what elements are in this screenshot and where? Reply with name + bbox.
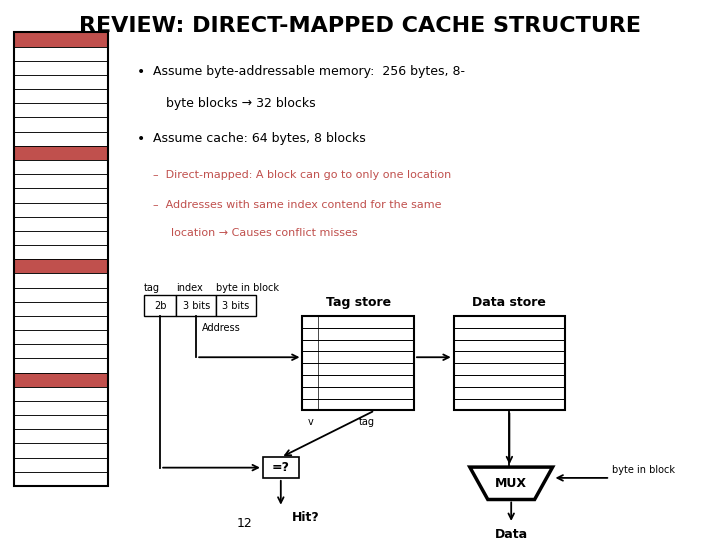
Text: tag: tag: [144, 282, 160, 293]
Bar: [14, 146, 108, 160]
Bar: [454, 328, 565, 340]
Text: 3 bits: 3 bits: [222, 301, 249, 310]
Text: Hit?: Hit?: [292, 511, 320, 524]
Bar: [14, 132, 108, 146]
Bar: [14, 429, 108, 443]
Text: =?: =?: [272, 461, 289, 474]
Bar: [14, 401, 108, 415]
Bar: [14, 259, 108, 273]
Text: MUX: MUX: [495, 477, 527, 490]
Text: REVIEW: DIRECT-MAPPED CACHE STRUCTURE: REVIEW: DIRECT-MAPPED CACHE STRUCTURE: [79, 16, 641, 36]
Bar: [14, 472, 108, 486]
Text: byte in block: byte in block: [216, 282, 279, 293]
Bar: [454, 399, 565, 410]
Text: location → Causes conflict misses: location → Causes conflict misses: [171, 228, 357, 238]
Bar: [263, 457, 299, 478]
Text: tag: tag: [359, 417, 375, 427]
Text: Data: Data: [495, 528, 528, 540]
Bar: [14, 60, 108, 75]
Text: 3 bits: 3 bits: [183, 301, 210, 310]
Bar: [14, 345, 108, 359]
Bar: [302, 363, 414, 375]
Bar: [144, 295, 176, 316]
Text: 2b: 2b: [154, 301, 166, 310]
Text: –  Addresses with same index contend for the same: – Addresses with same index contend for …: [153, 200, 441, 210]
Text: byte in block: byte in block: [612, 465, 675, 475]
Text: 12: 12: [237, 517, 253, 530]
Bar: [14, 117, 108, 132]
Bar: [302, 340, 414, 352]
Polygon shape: [469, 467, 553, 500]
Text: byte blocks → 32 blocks: byte blocks → 32 blocks: [166, 97, 315, 110]
Bar: [14, 387, 108, 401]
Text: Assume byte-addressable memory:  256 bytes, 8-: Assume byte-addressable memory: 256 byte…: [153, 65, 464, 78]
Bar: [302, 316, 414, 328]
Bar: [14, 330, 108, 345]
Bar: [454, 316, 565, 410]
Text: Assume cache: 64 bytes, 8 blocks: Assume cache: 64 bytes, 8 blocks: [153, 132, 365, 145]
Bar: [14, 443, 108, 458]
Bar: [14, 231, 108, 245]
Bar: [14, 202, 108, 217]
Bar: [454, 375, 565, 387]
Bar: [14, 302, 108, 316]
Bar: [302, 387, 414, 399]
Bar: [454, 352, 565, 363]
Bar: [14, 188, 108, 202]
Bar: [302, 328, 414, 340]
Bar: [14, 103, 108, 117]
Bar: [14, 174, 108, 188]
Bar: [14, 217, 108, 231]
Text: v: v: [307, 417, 313, 427]
Bar: [454, 363, 565, 375]
Bar: [14, 287, 108, 302]
Bar: [176, 295, 216, 316]
Bar: [14, 316, 108, 330]
Bar: [302, 399, 414, 410]
Bar: [302, 316, 414, 410]
Text: index: index: [176, 282, 203, 293]
Text: –  Direct-mapped: A block can go to only one location: – Direct-mapped: A block can go to only …: [153, 170, 451, 180]
Text: Address: Address: [202, 323, 240, 334]
Text: •: •: [137, 132, 145, 146]
Bar: [14, 458, 108, 472]
Bar: [14, 160, 108, 174]
Bar: [14, 32, 108, 486]
Bar: [216, 295, 256, 316]
Bar: [302, 352, 414, 363]
Text: •: •: [137, 65, 145, 79]
Bar: [14, 359, 108, 373]
Bar: [14, 32, 108, 46]
Bar: [14, 245, 108, 259]
Bar: [14, 415, 108, 429]
Bar: [14, 273, 108, 287]
Bar: [454, 340, 565, 352]
Text: Tag store: Tag store: [325, 296, 391, 309]
Bar: [454, 387, 565, 399]
Bar: [14, 75, 108, 89]
Text: Data store: Data store: [472, 296, 546, 309]
Bar: [302, 375, 414, 387]
Bar: [14, 373, 108, 387]
Bar: [14, 89, 108, 103]
Bar: [454, 316, 565, 328]
Bar: [14, 46, 108, 60]
